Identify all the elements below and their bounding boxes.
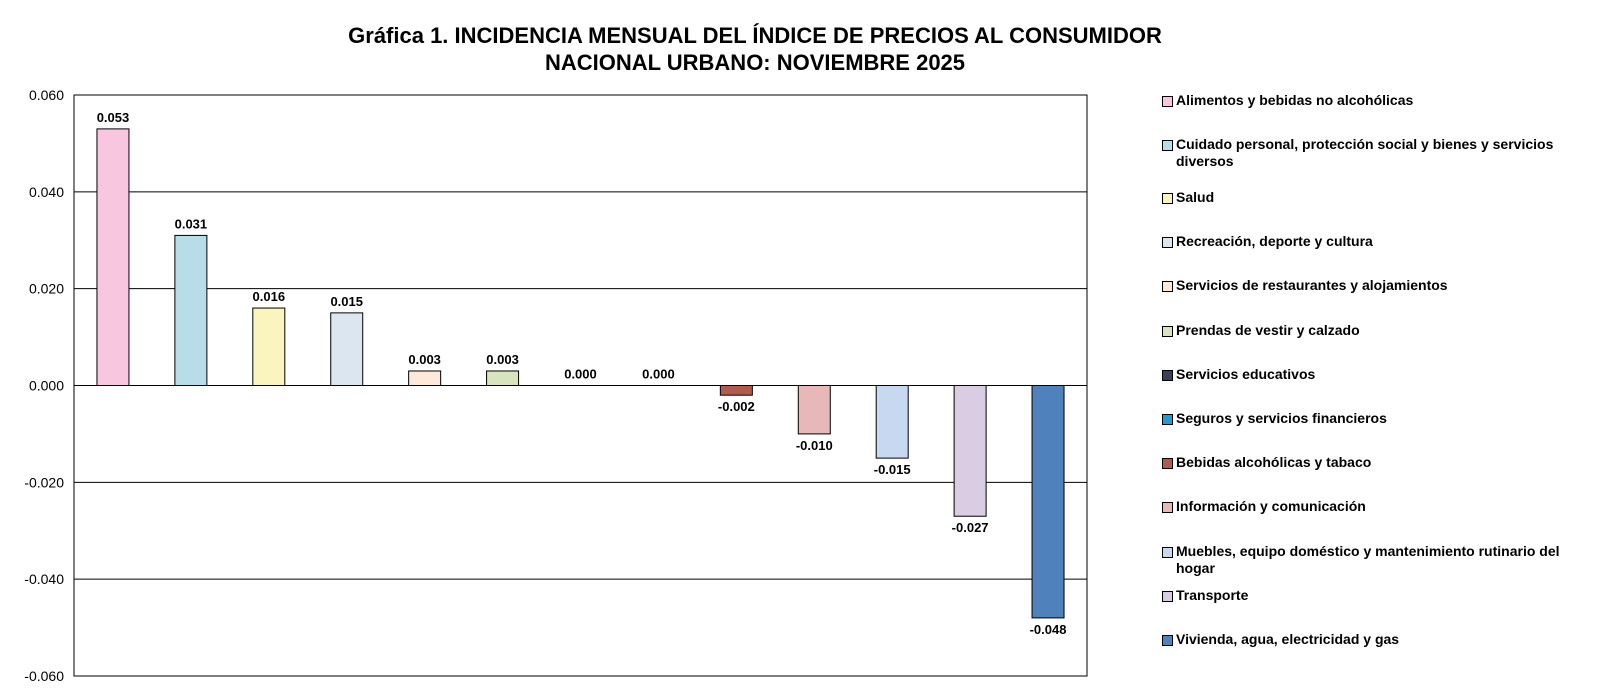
bar: [408, 370, 442, 387]
bar-value-label: 0.000: [564, 367, 597, 382]
legend-label: Servicios de restaurantes y alojamientos: [1176, 277, 1448, 293]
bar-value-label: 0.031: [175, 216, 208, 231]
y-axis-ticks: 0.060 0.040 0.020 0.000 -0.020 -0.040 -0.060: [24, 87, 64, 684]
legend-swatch: [1162, 326, 1173, 337]
gridlines: [74, 94, 1087, 677]
legend-item: Prendas de vestir y calzado: [1162, 322, 1582, 339]
legend-item: Recreación, deporte y cultura: [1162, 233, 1582, 250]
legend-item: Muebles, equipo doméstico y mantenimient…: [1162, 543, 1582, 577]
legend-label: Prendas de vestir y calzado: [1176, 322, 1360, 338]
bar: [719, 385, 753, 396]
bar-value-label: -0.048: [1030, 622, 1067, 637]
y-tick-label: 0.060: [29, 87, 64, 103]
bar-value-label: -0.015: [874, 462, 911, 477]
bar-value-label: 0.053: [97, 110, 130, 125]
legend-item: Vivienda, agua, electricidad y gas: [1162, 631, 1582, 648]
legend-label: Vivienda, agua, electricidad y gas: [1176, 631, 1400, 647]
bar: [174, 234, 208, 386]
bar: [797, 385, 831, 435]
bar: [875, 385, 909, 459]
legend-swatch: [1162, 502, 1173, 513]
legend-label: Cuidado personal, protección social y bi…: [1176, 136, 1554, 169]
legend-label: Bebidas alcohólicas y tabaco: [1176, 454, 1372, 470]
chart-title-block: Gráfica 1. INCIDENCIA MENSUAL DEL ÍNDICE…: [0, 22, 1510, 76]
legend-item: Alimentos y bebidas no alcohólicas: [1162, 92, 1582, 109]
legend-swatch: [1162, 237, 1173, 248]
legend-label: Muebles, equipo doméstico y mantenimient…: [1176, 543, 1560, 576]
bar: [330, 312, 364, 386]
legend-label: Salud: [1176, 189, 1215, 205]
bar: [96, 128, 130, 386]
bar-value-label: -0.002: [718, 399, 755, 414]
legend-swatch: [1162, 370, 1173, 381]
y-tick-label: -0.060: [24, 668, 64, 684]
legend-item: Servicios educativos: [1162, 366, 1582, 383]
bar-value-label: 0.016: [253, 289, 286, 304]
legend-swatch: [1162, 591, 1173, 602]
legend-label: Seguros y servicios financieros: [1176, 410, 1387, 426]
y-tick-label: 0.040: [29, 184, 64, 200]
bar-chart: 0.053 0.031 0.016 0.015 0.003 0.003 0.000 0.000…: [24, 87, 1088, 684]
legend-item: Servicios de restaurantes y alojamientos: [1162, 277, 1582, 294]
bar-value-label: 0.015: [330, 294, 363, 309]
bar: [252, 307, 286, 386]
bar: [486, 370, 520, 387]
legend-item: Cuidado personal, protección social y bi…: [1162, 136, 1582, 170]
y-tick-label: 0.020: [29, 281, 64, 297]
chart-subtitle: NACIONAL URBANO: NOVIEMBRE 2025: [544, 50, 966, 75]
legend-item: Salud: [1162, 189, 1582, 206]
chart-title: Gráfica 1. INCIDENCIA MENSUAL DEL ÍNDICE…: [348, 23, 1162, 48]
plot-area-frame: [73, 94, 1088, 677]
legend-label: Información y comunicación: [1176, 498, 1366, 514]
bar-value-label: -0.027: [952, 520, 989, 535]
legend-swatch: [1162, 281, 1173, 292]
legend-item: Seguros y servicios financieros: [1162, 410, 1582, 427]
legend-item: Transporte: [1162, 587, 1582, 604]
legend-swatch: [1162, 140, 1173, 151]
bar-value-label: 0.003: [486, 352, 519, 367]
legend-swatch: [1162, 547, 1173, 558]
bar-value-label: -0.010: [796, 438, 833, 453]
legend-label: Alimentos y bebidas no alcohólicas: [1176, 92, 1414, 108]
bar: [1031, 385, 1065, 619]
legend-label: Servicios educativos: [1176, 366, 1316, 382]
legend-label: Transporte: [1176, 587, 1249, 603]
legend-label: Recreación, deporte y cultura: [1176, 233, 1373, 249]
legend-swatch: [1162, 414, 1173, 425]
legend-item: Información y comunicación: [1162, 498, 1582, 515]
bars: [96, 128, 1065, 619]
legend-item: Bebidas alcohólicas y tabaco: [1162, 454, 1582, 471]
y-tick-label: -0.040: [24, 571, 64, 587]
data-labels: 0.053 0.031 0.016 0.015 0.003 0.003 0.000 0.000…: [97, 110, 1067, 637]
bar-value-label: 0.003: [408, 352, 441, 367]
legend-swatch: [1162, 96, 1173, 107]
y-tick-label: -0.020: [24, 474, 64, 490]
legend-swatch: [1162, 458, 1173, 469]
bar-value-label: 0.000: [642, 367, 675, 382]
y-tick-label: 0.000: [29, 378, 64, 394]
legend-swatch: [1162, 193, 1173, 204]
bar: [953, 385, 987, 517]
legend-swatch: [1162, 635, 1173, 646]
